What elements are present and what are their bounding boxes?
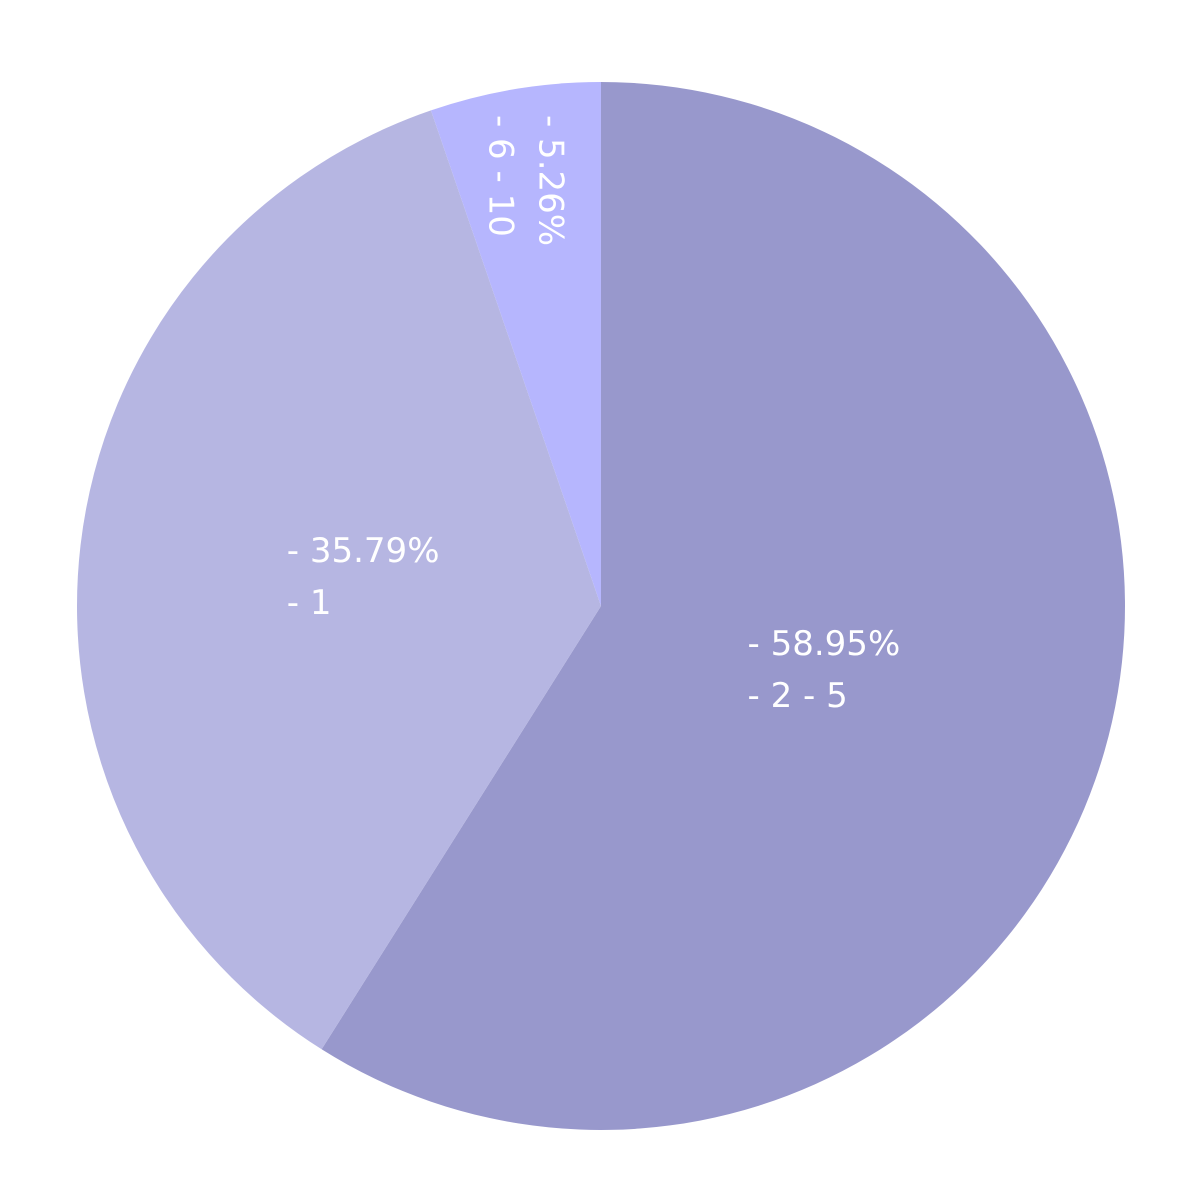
pie-slice	[77, 110, 601, 1050]
slice-label: - 5.26%- 6 - 10	[481, 115, 571, 246]
category-label: - 6 - 10	[481, 115, 521, 237]
category-label: - 2 - 5	[748, 676, 848, 716]
value-label: - 35.79%	[287, 531, 440, 571]
value-label: - 58.95%	[748, 624, 901, 664]
pie-slice	[321, 82, 1125, 1130]
pie-slice	[430, 82, 601, 606]
category-label: - 1	[287, 583, 332, 623]
value-label: - 5.26%	[531, 115, 571, 246]
